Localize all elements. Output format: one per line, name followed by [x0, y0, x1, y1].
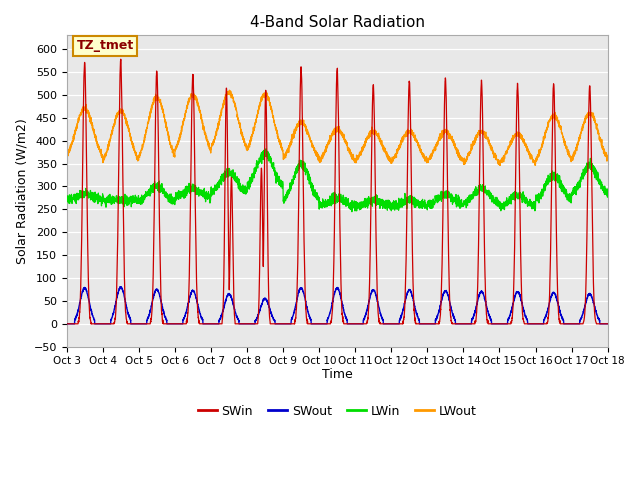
SWout [489, 321, 497, 327]
LWin [348, 209, 356, 215]
LWout [604, 156, 612, 161]
SWout [604, 321, 612, 327]
LWout [317, 159, 324, 165]
SWin [458, 321, 466, 327]
SWin [604, 321, 611, 327]
LWin [429, 199, 436, 204]
LWout [429, 150, 436, 156]
LWin [160, 187, 168, 192]
X-axis label: Time: Time [322, 368, 353, 381]
Line: SWout: SWout [67, 287, 608, 324]
LWout [496, 163, 504, 168]
LWin [604, 191, 611, 197]
LWout [489, 150, 497, 156]
LWout [160, 114, 168, 120]
SWin [160, 321, 168, 327]
LWout [63, 154, 70, 159]
SWout [458, 321, 466, 327]
LWout [225, 87, 233, 93]
LWin [63, 193, 70, 199]
SWout [604, 321, 611, 327]
Line: LWout: LWout [67, 90, 608, 166]
Y-axis label: Solar Radiation (W/m2): Solar Radiation (W/m2) [15, 118, 28, 264]
LWin [262, 146, 270, 152]
LWin [604, 192, 612, 197]
SWin [429, 321, 436, 327]
SWout [429, 321, 436, 327]
SWin [63, 321, 70, 327]
SWout [63, 321, 70, 327]
Line: LWin: LWin [67, 149, 608, 212]
SWout [116, 284, 124, 289]
Legend: SWin, SWout, LWin, LWout: SWin, SWout, LWin, LWout [193, 400, 481, 423]
LWin [317, 204, 324, 210]
LWout [604, 155, 611, 160]
SWout [160, 311, 168, 316]
LWout [458, 158, 466, 164]
SWout [317, 321, 324, 327]
LWin [459, 201, 467, 207]
SWin [117, 56, 125, 62]
Text: TZ_tmet: TZ_tmet [76, 39, 134, 52]
Title: 4-Band Solar Radiation: 4-Band Solar Radiation [250, 15, 425, 30]
SWin [317, 321, 324, 327]
LWin [490, 199, 497, 205]
Line: SWin: SWin [67, 59, 608, 324]
SWin [489, 321, 497, 327]
SWin [604, 321, 612, 327]
